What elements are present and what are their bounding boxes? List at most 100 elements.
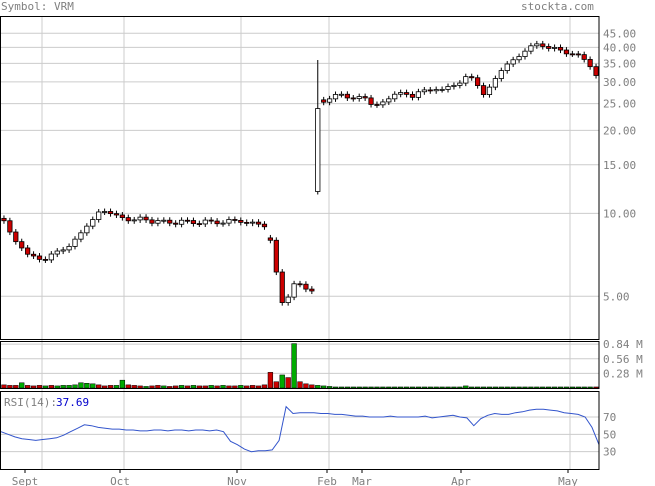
volume-frame <box>0 341 600 389</box>
candle-body <box>374 104 380 106</box>
candle-body <box>173 222 179 225</box>
candle-body <box>344 93 350 99</box>
volume-bar <box>125 384 131 389</box>
volume-bar <box>143 386 149 389</box>
volume-bar <box>563 386 570 389</box>
symbol-label: Symbol: VRM <box>1 0 74 13</box>
candle-body <box>350 97 356 100</box>
volume-bar <box>350 386 356 389</box>
volume-bar <box>149 385 155 389</box>
volume-panel <box>1 343 599 389</box>
candle-body <box>167 219 173 224</box>
candle-body <box>107 211 114 215</box>
candle-body <box>13 231 19 243</box>
volume-bar <box>60 385 66 389</box>
volume-bar <box>504 386 510 389</box>
candle-body <box>131 219 137 222</box>
candle-body <box>113 213 120 216</box>
rsi-tick-label: 50 <box>603 428 616 441</box>
candle-body <box>540 43 546 47</box>
volume-bar <box>249 385 256 389</box>
candle-body <box>475 77 481 87</box>
candle-body <box>492 78 498 88</box>
volume-bar <box>344 386 351 389</box>
volume-bar <box>551 386 558 389</box>
volume-bar <box>255 385 262 389</box>
volume-bar <box>137 385 143 389</box>
volume-bar <box>445 386 451 389</box>
brand-link[interactable]: stockta.com <box>521 0 594 13</box>
volume-bar <box>19 382 25 389</box>
price-tick-label: 35.00 <box>603 57 636 70</box>
volume-bar <box>303 383 309 389</box>
volume-bar <box>398 386 404 389</box>
volume-bar <box>498 386 504 389</box>
volume-bar <box>273 381 279 389</box>
candle-body <box>332 94 339 100</box>
volume-bar <box>510 386 516 389</box>
grid-layer <box>1 16 599 469</box>
candle-body <box>386 98 392 103</box>
volume-bar <box>36 385 43 389</box>
candle-body <box>226 219 232 224</box>
candle-body <box>232 219 238 221</box>
candle-body <box>149 219 155 224</box>
candle-body <box>587 59 593 68</box>
candle-body <box>250 221 256 224</box>
volume-bar <box>244 385 250 389</box>
price-tick-label: 30.00 <box>603 76 636 89</box>
volume-bar <box>297 381 303 389</box>
candle-body <box>137 216 143 221</box>
candle-body <box>557 47 564 51</box>
candle-body <box>208 219 214 222</box>
candle-body <box>184 219 191 222</box>
candle-body <box>303 283 309 290</box>
candle-body <box>593 66 599 76</box>
candle-body <box>66 246 72 251</box>
volume-bar <box>13 385 19 389</box>
volume-bar <box>575 386 581 389</box>
volume-bar <box>415 386 422 389</box>
rsi-label: RSI(14): <box>4 396 57 409</box>
candle-body <box>143 216 149 221</box>
candle-body <box>486 86 493 96</box>
volume-bar <box>546 386 552 389</box>
volume-bar <box>480 386 487 389</box>
candle-body <box>451 84 457 87</box>
volume-bar <box>167 386 173 389</box>
volume-bar <box>486 386 493 389</box>
candle-body <box>469 76 475 79</box>
candle-body <box>36 255 43 260</box>
rsi-tick-label: 70 <box>603 411 616 424</box>
x-tick-label: Feb <box>317 475 337 486</box>
volume-bar <box>267 372 274 389</box>
volume-bar <box>48 385 54 389</box>
volume-bar <box>107 385 114 389</box>
volume-bar <box>540 386 546 389</box>
volume-bar <box>173 385 179 389</box>
candle-body <box>42 258 49 261</box>
volume-tick-label: 0.84 M <box>603 338 643 351</box>
candle-body <box>279 271 285 304</box>
candle-body <box>569 53 575 56</box>
volume-bar <box>226 385 232 389</box>
volume-bar <box>457 386 463 389</box>
price-tick-label: 15.00 <box>603 159 636 172</box>
price-tick-label: 10.00 <box>603 207 636 220</box>
volume-bar <box>131 385 137 389</box>
candle-body <box>125 217 131 222</box>
candle-body <box>1 217 7 222</box>
volume-bar <box>534 386 540 389</box>
candle-body <box>415 91 422 98</box>
candle-body <box>178 219 185 225</box>
candle-body <box>30 253 37 257</box>
candle-body <box>480 85 487 96</box>
candle-body <box>327 98 333 103</box>
volume-bar <box>433 386 439 389</box>
volume-bar <box>439 386 445 389</box>
volume-bar <box>232 385 238 389</box>
volume-bar <box>338 386 345 389</box>
candle-body <box>398 92 404 95</box>
candle-body <box>528 45 534 52</box>
candle-body <box>321 99 327 103</box>
